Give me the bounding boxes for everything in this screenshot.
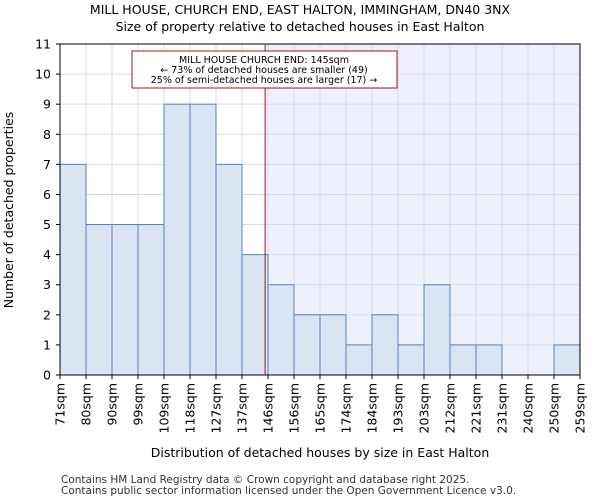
x-tick-label: 137sqm: [235, 383, 250, 433]
x-tick-label: 231sqm: [495, 383, 510, 433]
x-tick-label: 127sqm: [209, 383, 224, 433]
x-tick-label: 118sqm: [183, 383, 198, 433]
chart-title: MILL HOUSE, CHURCH END, EAST HALTON, IMM…: [90, 2, 511, 17]
x-axis-title: Distribution of detached houses by size …: [151, 445, 490, 460]
x-axis-ticks: 71sqm 80sqm 90sqm 99sqm 109sqm 118sqm 127sqm 13…: [53, 375, 588, 433]
bar-165sqm: [319, 314, 347, 376]
x-tick-label: 203sqm: [417, 383, 432, 433]
bars: [59, 103, 581, 376]
x-tick-label: 240sqm: [521, 383, 536, 433]
annotation-line-1: MILL HOUSE CHURCH END: 145sqm: [179, 55, 349, 66]
x-tick-label: 99sqm: [131, 383, 146, 426]
x-tick-label: 259sqm: [573, 383, 588, 433]
bar-127sqm: [215, 163, 243, 376]
y-axis-title: Number of detached properties: [1, 112, 16, 309]
x-tick-label: 90sqm: [105, 383, 120, 426]
y-tick-label: 1: [43, 337, 51, 352]
x-tick-label: 71sqm: [53, 383, 68, 426]
y-tick-label: 9: [43, 97, 51, 112]
x-tick-label: 156sqm: [287, 383, 302, 433]
bar-184sqm: [371, 314, 399, 376]
x-tick-label: 193sqm: [391, 383, 406, 433]
bar-156sqm: [293, 314, 321, 376]
y-tick-label: 4: [43, 247, 51, 262]
bar-90sqm: [111, 224, 139, 376]
bar-193sqm: [397, 344, 425, 376]
annotation-box: [131, 50, 398, 89]
x-tick-label: 221sqm: [469, 383, 484, 433]
y-tick-label: 2: [43, 307, 51, 322]
plot-frame: [59, 43, 581, 376]
x-tick-label: 250sqm: [547, 383, 562, 433]
bar-71sqm: [59, 163, 87, 376]
bar-118sqm: [189, 103, 217, 376]
x-tick-label: 174sqm: [339, 383, 354, 433]
y-tick-label: 10: [35, 67, 51, 82]
bar-203sqm: [423, 284, 451, 376]
footer-line-1: Contains HM Land Registry data © Crown c…: [61, 474, 469, 486]
x-tick-label: 109sqm: [157, 383, 172, 433]
x-tick-label: 165sqm: [313, 383, 328, 433]
bar-221sqm: [475, 344, 503, 376]
x-tick-label: 212sqm: [443, 383, 458, 433]
y-tick-label: 6: [43, 187, 51, 202]
bar-99sqm: [137, 224, 165, 376]
bar-109sqm: [163, 103, 191, 376]
y-tick-label: 7: [43, 157, 51, 172]
bar-80sqm: [85, 224, 113, 376]
y-tick-label: 8: [43, 127, 51, 142]
bar-174sqm: [345, 344, 373, 376]
y-tick-label: 3: [43, 277, 51, 292]
bar-250sqm: [553, 344, 581, 376]
footer-line-2: Contains public sector information licen…: [61, 485, 516, 497]
annotation-line-2: ← 73% of detached houses are smaller (49…: [160, 65, 367, 76]
chart-subtitle: Size of property relative to detached ho…: [116, 19, 485, 34]
bar-146sqm: [267, 284, 295, 376]
bar-137sqm: [241, 254, 269, 376]
x-tick-label: 80sqm: [79, 383, 94, 426]
y-tick-label: 5: [43, 217, 51, 232]
annotation-line-3: 25% of semi-detached houses are larger (…: [151, 75, 378, 86]
y-tick-label: 0: [43, 368, 51, 383]
y-axis-ticks: 0 1 2 3 4 5 6 7 8 9 10 11: [35, 37, 60, 383]
bar-212sqm: [449, 344, 477, 376]
x-tick-label: 184sqm: [365, 383, 380, 433]
x-tick-label: 146sqm: [261, 383, 276, 433]
y-tick-label: 11: [35, 37, 51, 52]
